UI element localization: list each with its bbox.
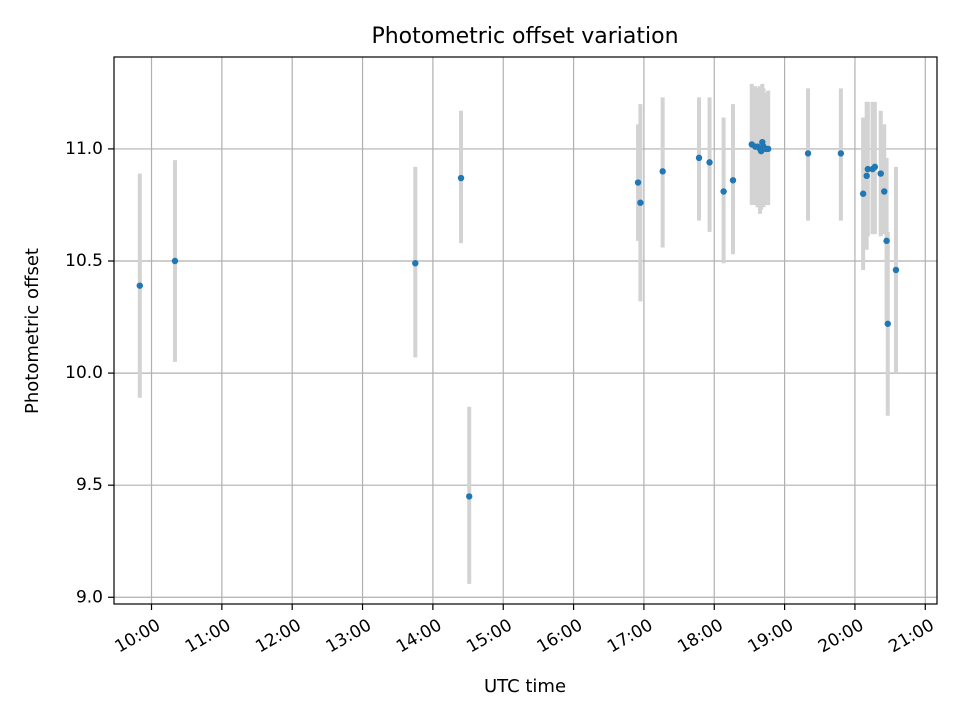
data-point (457, 174, 465, 182)
data-points (136, 138, 900, 500)
data-point (871, 163, 879, 171)
data-point (412, 260, 419, 267)
data-point (729, 177, 737, 184)
y-tick-label: 9.0 (76, 587, 103, 607)
data-point (171, 257, 179, 265)
data-point (764, 145, 772, 153)
data-point (892, 266, 900, 274)
data-point (859, 190, 867, 197)
data-point (695, 154, 703, 162)
y-axis-label: Photometric offset (22, 248, 43, 414)
data-point (837, 150, 845, 157)
data-point (720, 188, 727, 195)
plot-frame (113, 56, 938, 605)
chart-title: Photometric offset variation (371, 24, 678, 49)
y-tick-label: 10.5 (65, 251, 103, 271)
grid (114, 57, 937, 604)
data-point (884, 320, 891, 327)
data-point (706, 159, 713, 166)
data-point (804, 150, 812, 157)
data-point (637, 199, 644, 206)
data-point (634, 179, 642, 186)
x-axis-label: UTC time (484, 676, 566, 697)
data-point (466, 493, 473, 500)
data-point (883, 237, 890, 245)
data-point (877, 170, 884, 177)
y-axis-ticks: 9.0 9.5 10.0 10.5 11.0 (65, 139, 114, 607)
data-point (881, 188, 888, 195)
data-point (659, 168, 666, 175)
y-tick-label: 10.0 (65, 363, 103, 383)
data-point (863, 172, 870, 180)
data-point (136, 282, 143, 289)
y-tick-label: 11.0 (65, 139, 103, 159)
y-tick-label: 9.5 (76, 475, 103, 495)
data-point (864, 165, 872, 173)
